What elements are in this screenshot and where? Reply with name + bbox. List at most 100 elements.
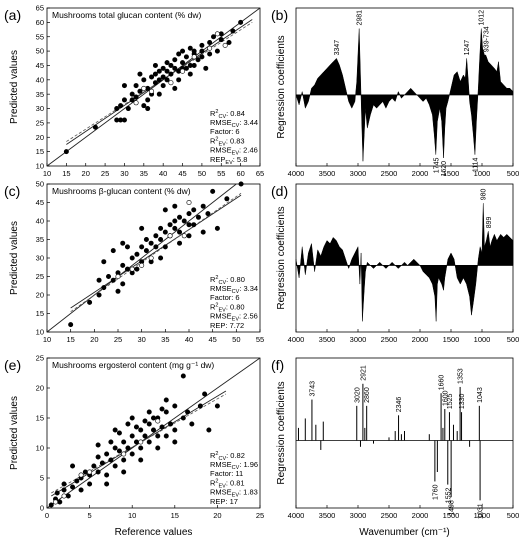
calibration-point [145,97,151,103]
x-tick-label: 15 [66,335,74,344]
validation-point [133,100,139,106]
calibration-point [214,48,220,54]
calibration-point [162,207,168,213]
validation-point [168,80,174,86]
calibration-point [181,218,187,224]
y-axis-label: Regression coefficients [276,35,287,138]
calibration-point [63,149,69,155]
x-tick-label: 45 [208,335,216,344]
panel-d: (d) Regression coefficients 4000 3500 3000 25… [271,183,519,344]
calibration-point [214,225,220,231]
peak-label: 2981 [357,10,364,26]
validation-point [139,262,145,268]
plot-frame [295,7,514,167]
calibration-point [151,427,157,433]
validation-fit-line [51,393,227,494]
calibration-point [152,62,158,68]
stat-line: Factor: 6 [210,127,240,136]
calibration-point [57,499,63,505]
validation-point [138,439,144,445]
y-tick-label: 15 [36,414,44,423]
x-tick-label: 50 [198,169,206,178]
validation-point [191,54,197,60]
peak-label: 3347 [334,40,341,56]
calibration-point [114,106,120,112]
calibration-point [164,60,170,66]
chart-title: Mushrooms ergosterol content (mg g⁻¹ dw) [52,360,214,370]
calibration-point [120,281,126,287]
peak-label: 1745 [433,158,440,174]
y-tick-label: 10 [36,444,44,453]
calibration-point [133,94,139,100]
calibration-point [158,225,164,231]
calibration-point [186,211,192,217]
panel-label: (c) [4,183,20,199]
peak-label: 2346 [396,397,403,413]
x-tick-label: 1500 [443,511,460,520]
peak-label: 1620 [441,161,448,177]
calibration-point [238,181,244,187]
peak-label: 980 [481,188,488,200]
panel-label: (b) [271,7,288,23]
peak-label: 1114 [472,158,479,173]
peak-label: 1012 [479,10,486,26]
y-tick-label: 15 [36,309,44,318]
validation-point [129,266,135,272]
calibration-point [160,83,166,89]
calibration-point [156,68,162,74]
x-tick-label: 3500 [319,169,336,178]
calibration-point [197,403,203,409]
calibration-point [74,478,80,484]
calibration-point [141,77,147,83]
calibration-point [82,469,88,475]
calibration-point [162,244,168,250]
calibration-point [191,222,197,228]
peak-label: 1353 [458,368,465,384]
calibration-point [54,490,60,496]
calibration-point [96,292,102,298]
peak-label: 1760 [432,484,439,500]
calibration-point [142,418,148,424]
calibration-point [112,445,118,451]
calibration-point [112,463,118,469]
calibration-point [168,421,174,427]
calibration-point [134,251,140,257]
calibration-point [199,54,205,60]
x-tick-label: 30 [120,169,128,178]
x-axis-label: Reference values [115,527,193,538]
calibration-point [186,233,192,239]
validation-point [214,31,220,37]
calibration-point [138,427,144,433]
x-tick-label: 1000 [474,335,491,344]
calibration-point [70,484,76,490]
peak-label: 939-734 [483,26,490,52]
calibration-point [138,445,144,451]
calibration-point [156,77,162,83]
x-tick-label: 15 [62,169,70,178]
fit-line [70,194,242,309]
x-axis-label: Wavenumber (cm⁻¹) [359,527,449,538]
calibration-point [185,409,191,415]
x-tick-label: 3000 [350,335,367,344]
x-tick-label: 45 [178,169,186,178]
calibration-point [214,403,220,409]
stat-line: R2EV: 0.80 [210,302,245,313]
calibration-point [152,80,158,86]
calibration-point [96,277,102,283]
calibration-point [167,222,173,228]
calibration-point [148,240,154,246]
peak-label: 1552 [445,487,452,503]
calibration-point [121,117,127,123]
x-tick-label: 10 [43,169,51,178]
y-tick-label: 40 [36,75,44,84]
y-tick-label: 45 [36,61,44,70]
calibration-point [172,65,178,71]
x-tick-label: 40 [159,169,167,178]
plot-frame [46,357,261,509]
y-tick-label: 30 [36,254,44,263]
calibration-point [68,322,74,328]
calibration-point [133,439,139,445]
calibration-point [211,34,217,40]
x-tick-label: 55 [256,335,264,344]
x-tick-label: 5 [88,511,92,520]
